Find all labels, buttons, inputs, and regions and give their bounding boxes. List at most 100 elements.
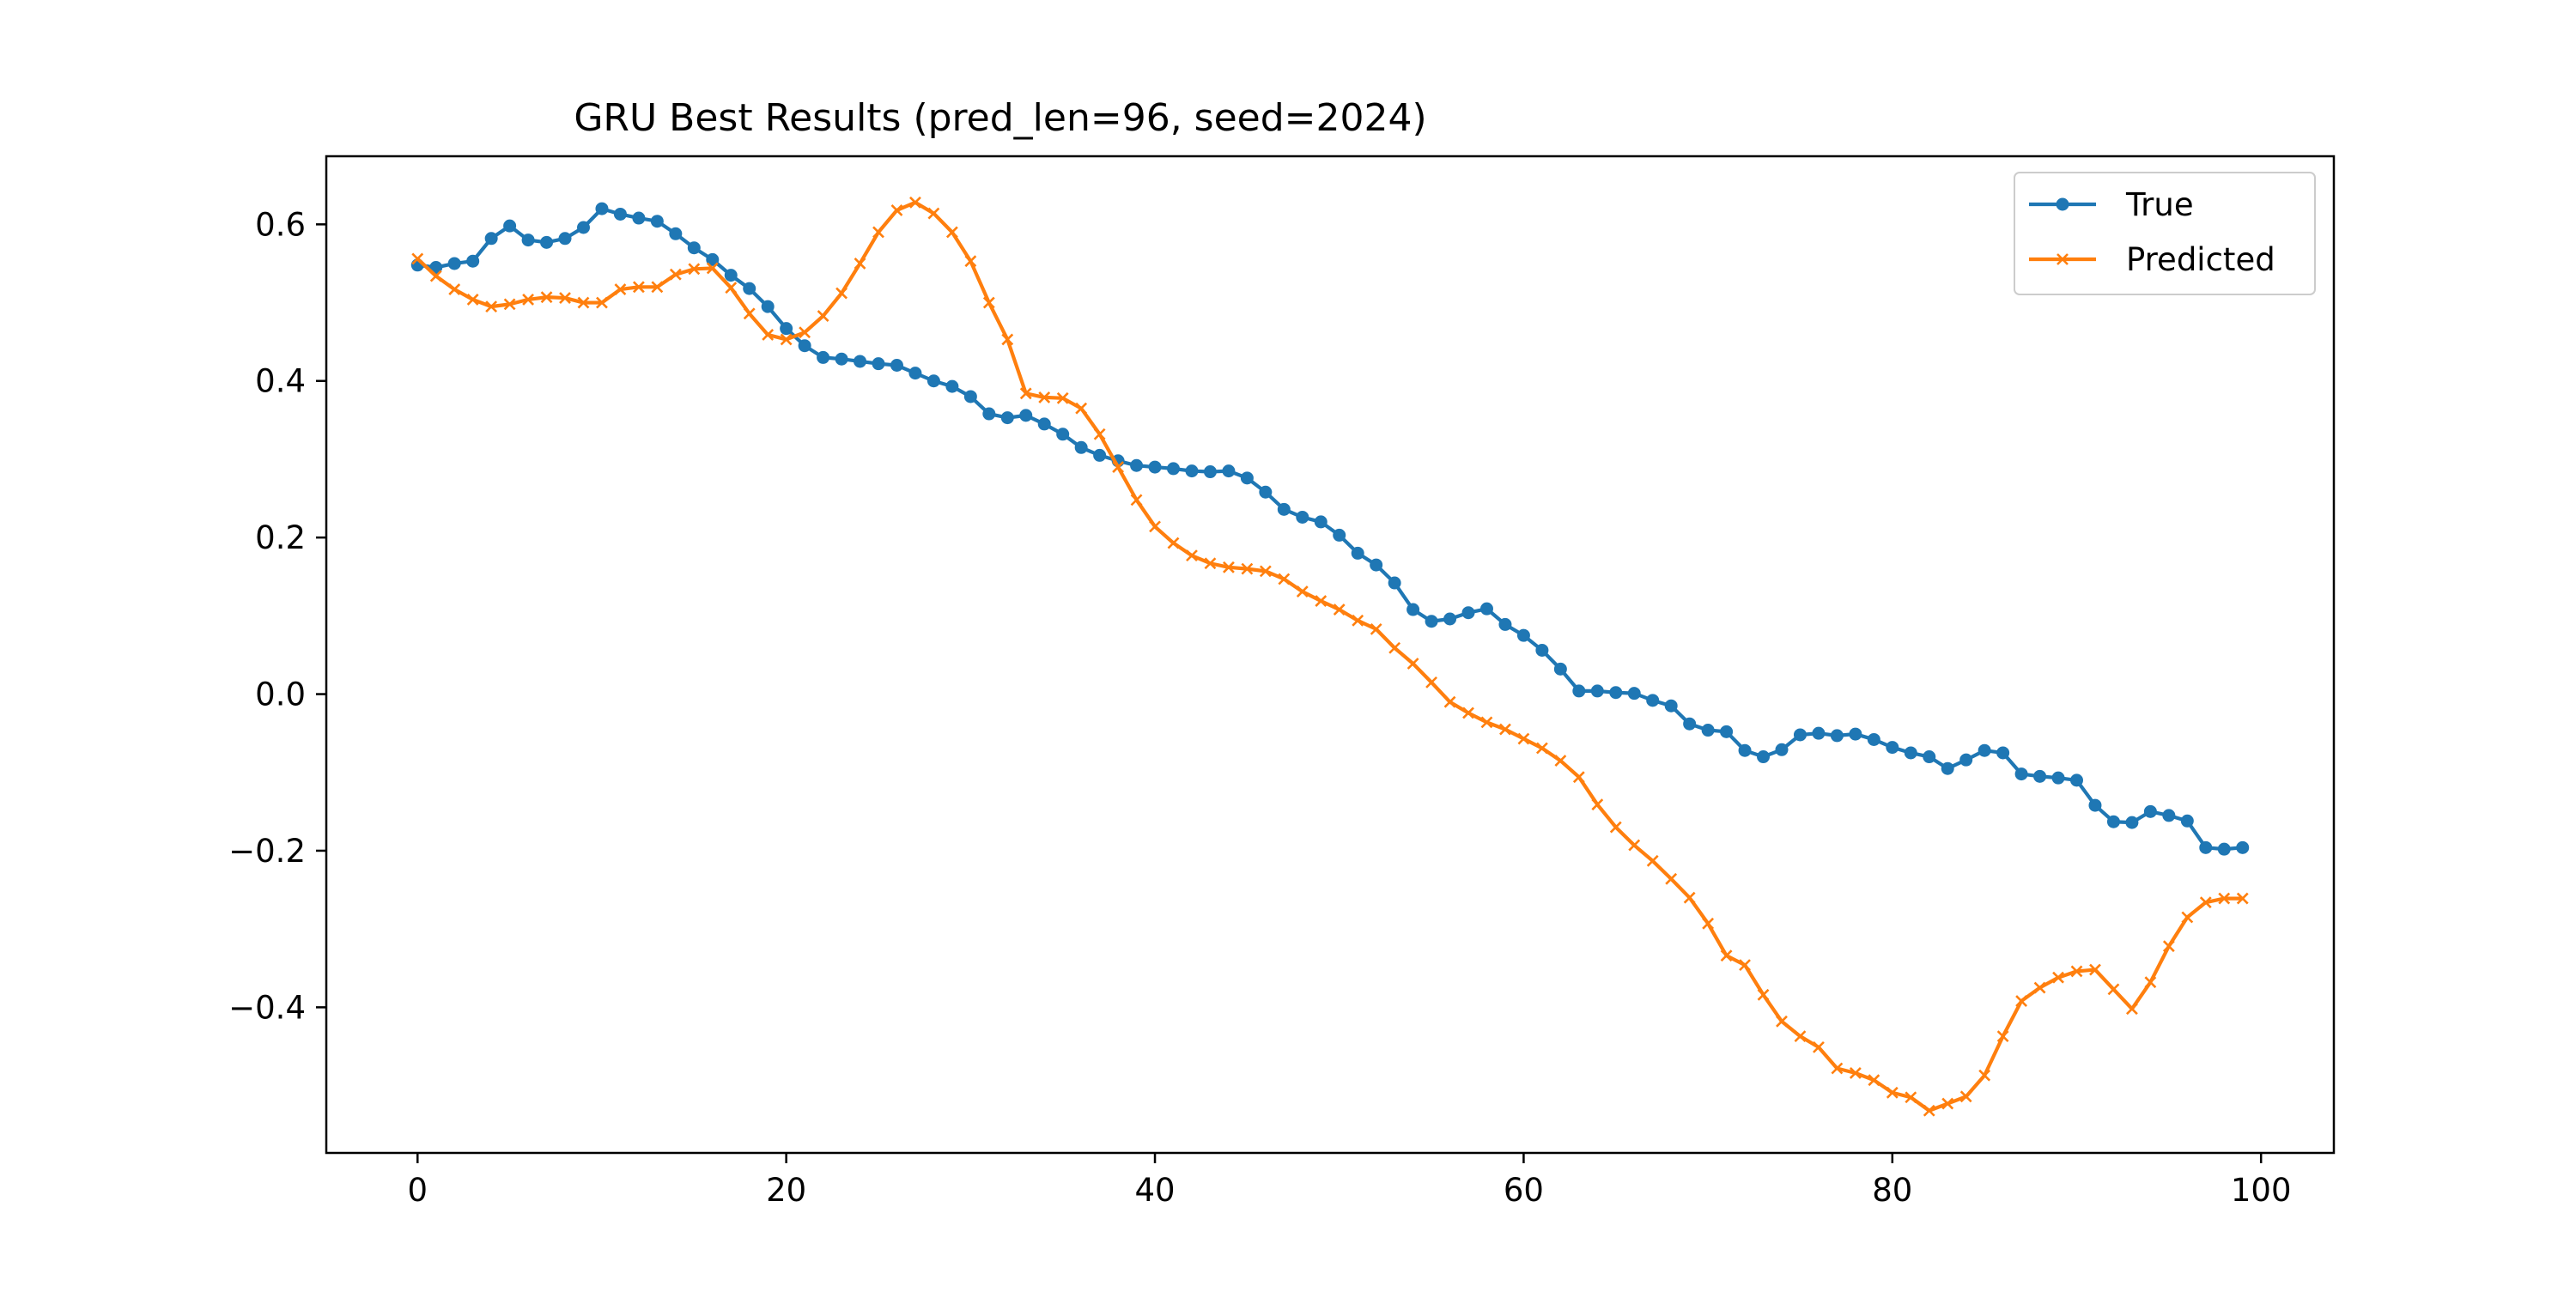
data-point-true — [1646, 694, 1660, 707]
data-point-true — [1037, 417, 1051, 431]
data-point-predicted — [559, 292, 571, 304]
y-tick-label: −0.2 — [228, 833, 306, 870]
data-point-true — [835, 352, 848, 366]
data-point-predicted — [1720, 949, 1733, 962]
data-point-predicted — [1406, 658, 1419, 670]
data-point-predicted — [1480, 716, 1493, 729]
data-point-true — [780, 322, 793, 336]
data-point-predicted — [927, 207, 940, 220]
legend-entry-true: True — [2029, 186, 2194, 223]
data-point-true — [1941, 761, 1954, 775]
data-point-true — [1590, 684, 1604, 698]
data-point-predicted — [1794, 1030, 1807, 1043]
data-point-predicted — [2162, 940, 2175, 953]
data-point-predicted — [1149, 520, 1161, 533]
data-point-predicted — [429, 270, 442, 282]
data-point-predicted — [1959, 1090, 1972, 1103]
data-point-predicted — [762, 329, 775, 341]
data-point-true — [1793, 728, 1807, 742]
data-point-true — [540, 235, 554, 249]
data-point-true — [1056, 428, 1070, 441]
data-point-true — [1757, 750, 1771, 764]
data-point-predicted — [1019, 387, 1032, 400]
data-point-predicted — [799, 326, 811, 339]
data-point-predicted — [1333, 604, 1346, 616]
data-point-predicted — [1554, 755, 1567, 767]
data-point-true — [1664, 699, 1678, 713]
data-point-true — [2143, 804, 2157, 818]
data-point-predicted — [1462, 707, 1474, 719]
data-point-true — [466, 254, 480, 268]
data-point-true — [558, 232, 572, 246]
data-point-predicted — [2107, 983, 2120, 996]
data-point-predicted — [2181, 911, 2194, 924]
data-point-predicted — [725, 282, 738, 294]
legend-label-true: True — [2125, 186, 2194, 223]
y-tick-label: 0.4 — [255, 363, 306, 400]
series-line-true — [416, 207, 2245, 852]
data-point-predicted — [1905, 1091, 1917, 1104]
data-point-true — [1240, 471, 1254, 485]
data-point-predicted — [2033, 981, 2046, 994]
data-point-true — [1074, 440, 1088, 454]
data-point-true — [761, 300, 775, 313]
data-point-predicted — [1665, 872, 1678, 885]
data-point-true — [669, 227, 683, 240]
data-point-true — [1701, 724, 1715, 737]
plot-area — [325, 155, 2336, 1155]
data-point-predicted — [1923, 1104, 1935, 1117]
data-point-predicted — [964, 255, 977, 268]
data-point-true — [2033, 769, 2047, 783]
data-point-true — [908, 367, 922, 380]
data-point-predicted — [1628, 839, 1641, 852]
data-point-predicted — [1370, 622, 1382, 635]
data-point-true — [872, 357, 885, 371]
data-point-predicted — [872, 226, 884, 239]
data-point-predicted — [632, 281, 645, 294]
data-point-predicted — [1112, 461, 1125, 473]
data-point-predicted — [2125, 1003, 2138, 1016]
data-point-predicted — [540, 291, 553, 304]
data-point-true — [817, 350, 830, 364]
data-point-true — [1959, 753, 1973, 767]
data-point-true — [595, 202, 609, 215]
data-point-true — [1775, 743, 1789, 756]
data-point-predicted — [1996, 1030, 2009, 1043]
data-point-true — [706, 252, 720, 266]
data-point-true — [2088, 798, 2102, 812]
y-tick-label: 0.2 — [255, 519, 306, 556]
legend-marker-true — [2056, 197, 2069, 211]
x-tick-label: 100 — [2231, 1172, 2292, 1209]
data-point-predicted — [466, 293, 479, 306]
data-point-predicted — [2052, 971, 2064, 984]
data-point-true — [1167, 462, 1181, 476]
data-point-true — [1609, 686, 1623, 700]
legend-entry-predicted: Predicted — [2029, 241, 2275, 278]
data-point-predicted — [854, 258, 866, 270]
data-point-true — [2162, 809, 2176, 822]
y-axis: −0.4 −0.2 0.0 0.2 0.4 0.6 — [228, 206, 326, 1026]
data-point-predicted — [1702, 917, 1715, 930]
data-point-true — [1259, 485, 1273, 499]
data-point-predicted — [1941, 1097, 1954, 1110]
x-tick-label: 20 — [766, 1172, 806, 1209]
data-point-true — [1019, 409, 1033, 422]
data-point-true — [927, 374, 940, 388]
data-point-true — [854, 355, 867, 368]
data-point-predicted — [411, 252, 424, 265]
data-point-true — [724, 269, 738, 282]
data-point-true — [1978, 743, 1991, 757]
data-point-true — [1683, 717, 1697, 731]
data-point-true — [1443, 612, 1457, 626]
data-point-true — [1498, 617, 1512, 631]
data-point-predicted — [1813, 1040, 1825, 1053]
data-point-predicted — [817, 310, 829, 322]
data-point-predicted — [2236, 892, 2249, 905]
data-point-predicted — [651, 281, 664, 294]
data-point-predicted — [1849, 1067, 1862, 1079]
data-point-true — [2180, 814, 2194, 828]
data-point-predicted — [1443, 695, 1456, 708]
data-point-true — [484, 232, 498, 246]
data-point-predicted — [669, 268, 682, 281]
